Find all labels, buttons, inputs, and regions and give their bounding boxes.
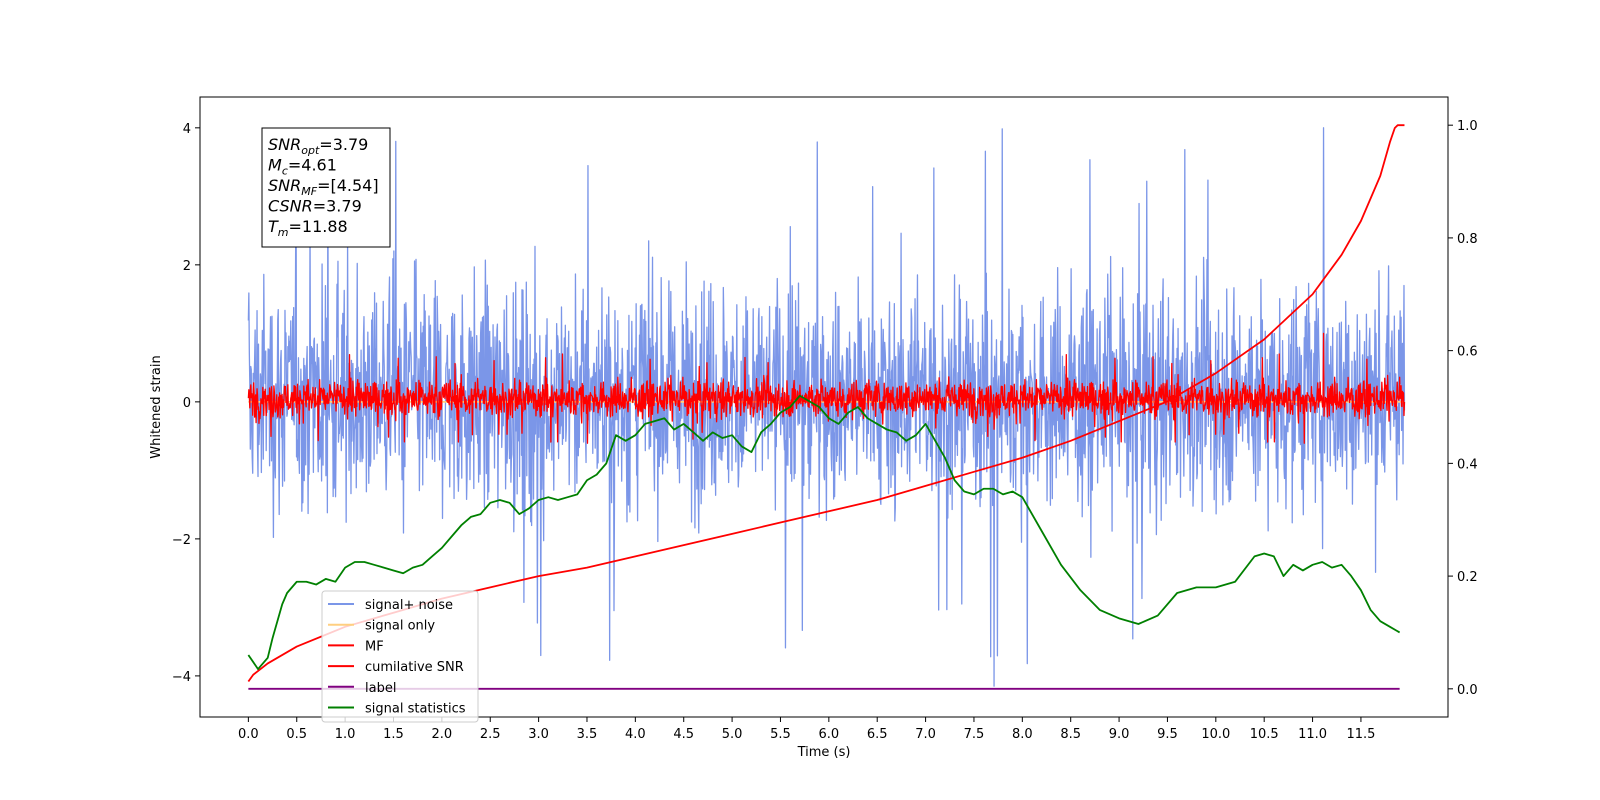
legend-label: label (365, 681, 396, 696)
annotation-subscript: opt (301, 144, 320, 157)
annotation-line: CSNR=3.79 (268, 197, 362, 216)
y-right-tick-label: 1.0 (1457, 119, 1478, 134)
annotation-subscript: MF (301, 185, 317, 198)
annotation-line: Mc=4.61 (268, 156, 337, 178)
legend-frame (321, 590, 479, 723)
y-left-tick-label: 0 (183, 396, 191, 411)
annotation-symbol: SNR (268, 176, 301, 195)
x-tick-label: 9.0 (1109, 727, 1130, 742)
plot-frame (199, 96, 1449, 718)
x-tick-label: 10.5 (1250, 727, 1279, 742)
annotation-value: =[4.54] (317, 176, 379, 195)
x-tick-label: 1.0 (335, 727, 356, 742)
annotation-symbol: T (268, 217, 279, 236)
y-axis-label-left: Whitened strain (149, 355, 164, 458)
y-right-tick-label: 0.0 (1457, 683, 1478, 698)
annotation-symbol: CSNR (268, 197, 313, 216)
x-tick-label: 7.0 (915, 727, 936, 742)
y-left-tick-label: 4 (183, 122, 191, 137)
y-left-tick-label: −4 (172, 670, 191, 685)
y-right-tick-label: 0.6 (1457, 345, 1478, 360)
annotation-symbol: M (268, 156, 282, 175)
series-line-5 (247, 394, 1401, 670)
x-tick-label: 4.5 (673, 727, 694, 742)
annotation-line: Tm=11.88 (268, 217, 348, 239)
legend: signal+ noise signal only MF cumilative SNR… (321, 590, 479, 723)
legend-label: MF (365, 639, 384, 654)
x-tick-label: 6.0 (818, 727, 839, 742)
x-tick-label: 11.5 (1346, 727, 1375, 742)
series-line-0 (247, 127, 1406, 687)
series-line-2 (247, 332, 1406, 444)
y-right-tick-label: 0.8 (1457, 232, 1478, 247)
y-left-tick-label: −2 (172, 533, 191, 548)
x-tick-label: 2.0 (432, 727, 453, 742)
annotation-box: SNRopt=3.79Mc=4.61SNRMF=[4.54]CSNR=3.79T… (261, 127, 391, 248)
x-tick-label: 0.0 (238, 727, 259, 742)
x-tick-label: 3.0 (528, 727, 549, 742)
x-tick-label: 1.5 (383, 727, 404, 742)
annotation-value: =11.88 (289, 217, 348, 236)
x-tick-label: 6.5 (867, 727, 888, 742)
x-tick-label: 10.0 (1201, 727, 1230, 742)
x-tick-label: 2.5 (480, 727, 501, 742)
x-tick-label: 4.0 (625, 727, 646, 742)
x-tick-label: 5.0 (722, 727, 743, 742)
annotation-subscript: c (282, 165, 288, 178)
x-tick-label: 3.5 (577, 727, 598, 742)
annotation-line: SNRMF=[4.54] (268, 176, 379, 198)
annotation-line: SNRopt=3.79 (268, 135, 368, 157)
annotation-value: =3.79 (313, 197, 362, 216)
x-tick-label: 7.5 (964, 727, 985, 742)
x-tick-label: 9.5 (1157, 727, 1178, 742)
annotation-symbol: SNR (268, 135, 301, 154)
legend-label: signal only (365, 619, 435, 634)
x-tick-label: 5.5 (770, 727, 791, 742)
annotation-subscript: m (278, 226, 289, 239)
y-left-tick-label: 2 (183, 259, 191, 274)
annotation-value: =4.61 (288, 156, 337, 175)
legend-label: cumilative SNR (365, 660, 464, 675)
x-tick-label: 8.0 (1012, 727, 1033, 742)
x-tick-label: 0.5 (286, 727, 307, 742)
x-axis-label: Time (s) (797, 745, 851, 760)
y-right-tick-label: 0.2 (1457, 570, 1478, 585)
x-tick-label: 8.5 (1060, 727, 1081, 742)
y-right-tick-label: 0.4 (1457, 457, 1478, 472)
legend-label: signal statistics (365, 702, 466, 717)
legend-label: signal+ noise (365, 598, 453, 613)
ticks-layer: 0.0 0.5 1.0 1.5 2.0 2.5 3.0 3.5 4.0 4.5 5.0 5.5 6.0 6… (172, 119, 1478, 742)
x-tick-label: 11.0 (1298, 727, 1327, 742)
annotation-frame (261, 127, 391, 248)
annotation-value: =3.79 (319, 135, 368, 154)
